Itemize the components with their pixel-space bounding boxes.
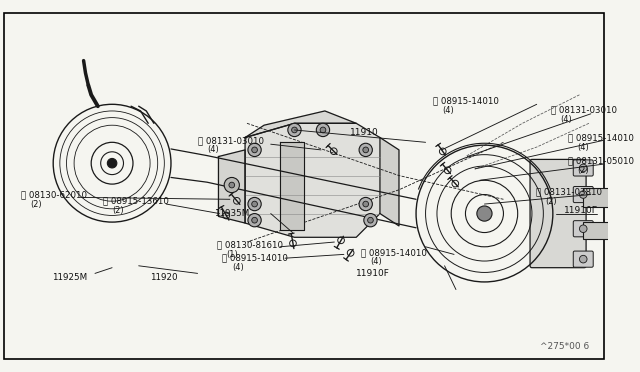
Text: (4): (4) xyxy=(232,263,244,272)
FancyBboxPatch shape xyxy=(583,222,612,239)
Circle shape xyxy=(288,123,301,137)
FancyBboxPatch shape xyxy=(573,251,593,267)
Circle shape xyxy=(248,143,261,157)
Circle shape xyxy=(108,158,117,168)
Polygon shape xyxy=(380,138,399,226)
Text: (4): (4) xyxy=(577,142,589,151)
Circle shape xyxy=(248,214,261,227)
Text: (4): (4) xyxy=(207,145,219,154)
Text: 11910F: 11910F xyxy=(356,269,390,278)
Polygon shape xyxy=(245,123,380,237)
Circle shape xyxy=(364,214,377,227)
Text: (2): (2) xyxy=(545,197,557,206)
FancyBboxPatch shape xyxy=(583,188,614,207)
Circle shape xyxy=(477,206,492,221)
Circle shape xyxy=(579,191,587,198)
Polygon shape xyxy=(280,142,304,230)
Circle shape xyxy=(359,198,372,211)
FancyBboxPatch shape xyxy=(573,221,593,237)
Text: Ⓦ 08915-14010: Ⓦ 08915-14010 xyxy=(433,96,499,105)
Circle shape xyxy=(252,201,257,207)
Circle shape xyxy=(363,147,369,153)
FancyBboxPatch shape xyxy=(573,160,593,176)
Circle shape xyxy=(363,201,369,207)
Text: (2): (2) xyxy=(30,199,42,209)
Circle shape xyxy=(229,182,235,188)
FancyBboxPatch shape xyxy=(573,186,593,203)
Text: Ⓦ 08915-14010: Ⓦ 08915-14010 xyxy=(222,254,288,263)
Circle shape xyxy=(292,127,298,133)
Circle shape xyxy=(579,225,587,232)
Polygon shape xyxy=(245,111,356,138)
Circle shape xyxy=(252,217,257,223)
Text: (4): (4) xyxy=(371,257,382,266)
Text: 11910: 11910 xyxy=(349,128,378,137)
Text: Ⓦ 08915-13610: Ⓦ 08915-13610 xyxy=(102,197,168,206)
Text: 11935M: 11935M xyxy=(214,209,249,218)
Text: (4): (4) xyxy=(443,106,454,115)
Text: Ⓑ 08131-03810: Ⓑ 08131-03810 xyxy=(536,187,602,196)
Text: (4): (4) xyxy=(561,115,572,124)
Text: 11920: 11920 xyxy=(150,273,178,282)
Circle shape xyxy=(248,198,261,211)
Circle shape xyxy=(579,164,587,172)
Circle shape xyxy=(224,177,239,193)
Text: Ⓦ 08915-14010: Ⓦ 08915-14010 xyxy=(568,133,634,142)
Text: Ⓑ 08131-05010: Ⓑ 08131-05010 xyxy=(568,157,634,166)
Circle shape xyxy=(367,217,373,223)
Text: 11910Γ: 11910Γ xyxy=(564,206,598,215)
Text: (2): (2) xyxy=(577,166,589,175)
Circle shape xyxy=(579,255,587,263)
Text: 11925M: 11925M xyxy=(52,273,88,282)
Circle shape xyxy=(359,143,372,157)
Text: Ⓑ 08131-03010: Ⓑ 08131-03010 xyxy=(551,106,617,115)
FancyBboxPatch shape xyxy=(530,160,586,268)
Text: Ⓑ 08131-03010: Ⓑ 08131-03010 xyxy=(198,136,264,145)
Circle shape xyxy=(316,123,330,137)
Text: Ⓦ 08915-14010: Ⓦ 08915-14010 xyxy=(361,248,427,257)
Text: ^275*00 6: ^275*00 6 xyxy=(540,342,589,351)
Circle shape xyxy=(252,147,257,153)
Circle shape xyxy=(320,127,326,133)
Polygon shape xyxy=(218,150,245,223)
Text: Ⓑ 08130-62010: Ⓑ 08130-62010 xyxy=(21,190,87,199)
Text: Ⓑ 08130-81610: Ⓑ 08130-81610 xyxy=(216,240,283,249)
Text: (2): (2) xyxy=(112,206,124,215)
Text: (1): (1) xyxy=(226,250,238,259)
